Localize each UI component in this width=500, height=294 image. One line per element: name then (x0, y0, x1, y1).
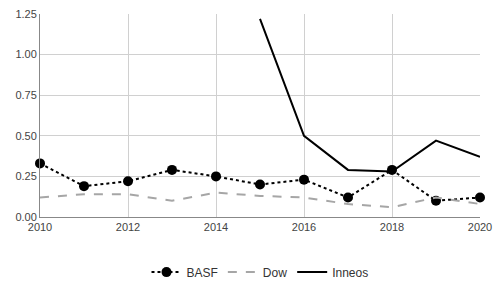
svg-text:Dow: Dow (263, 266, 287, 280)
svg-text:0.25: 0.25 (15, 170, 36, 182)
svg-text:0.00: 0.00 (15, 211, 36, 223)
svg-text:2012: 2012 (116, 221, 140, 233)
svg-text:1.25: 1.25 (15, 8, 36, 20)
svg-text:0.50: 0.50 (15, 130, 36, 142)
svg-text:0.75: 0.75 (15, 89, 36, 101)
svg-text:1.00: 1.00 (15, 48, 36, 60)
svg-text:2020: 2020 (468, 221, 492, 233)
svg-text:2010: 2010 (28, 221, 52, 233)
svg-text:2018: 2018 (380, 221, 404, 233)
svg-text:BASF: BASF (187, 266, 218, 280)
svg-text:Inneos: Inneos (332, 266, 368, 280)
svg-text:2016: 2016 (292, 221, 316, 233)
svg-text:2014: 2014 (204, 221, 228, 233)
